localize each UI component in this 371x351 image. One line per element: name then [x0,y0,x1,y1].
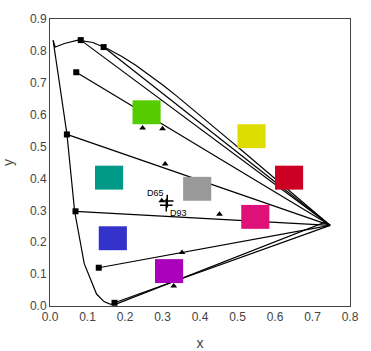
svg-text:0.4: 0.4 [192,310,209,324]
svg-text:0.5: 0.5 [30,140,47,154]
svg-text:0.1: 0.1 [30,267,47,281]
svg-text:0.7: 0.7 [30,76,47,90]
svg-text:x: x [197,335,204,351]
svg-text:0.2: 0.2 [117,310,134,324]
svg-text:0.2: 0.2 [30,235,47,249]
svg-text:0.5: 0.5 [229,310,246,324]
svg-text:0.0: 0.0 [30,299,47,313]
svg-text:0.8: 0.8 [30,44,47,58]
svg-text:0.8: 0.8 [342,310,359,324]
svg-text:0.1: 0.1 [79,310,96,324]
svg-text:D65: D65 [147,188,164,198]
svg-text:0.4: 0.4 [30,172,47,186]
svg-text:0.7: 0.7 [304,310,321,324]
svg-text:0.6: 0.6 [267,310,284,324]
svg-text:0.6: 0.6 [30,108,47,122]
svg-text:0.3: 0.3 [154,310,171,324]
svg-text:0.3: 0.3 [30,204,47,218]
svg-text:0.0: 0.0 [42,310,59,324]
svg-text:y: y [0,159,16,166]
svg-text:D93: D93 [170,208,187,218]
svg-text:0.9: 0.9 [30,12,47,26]
